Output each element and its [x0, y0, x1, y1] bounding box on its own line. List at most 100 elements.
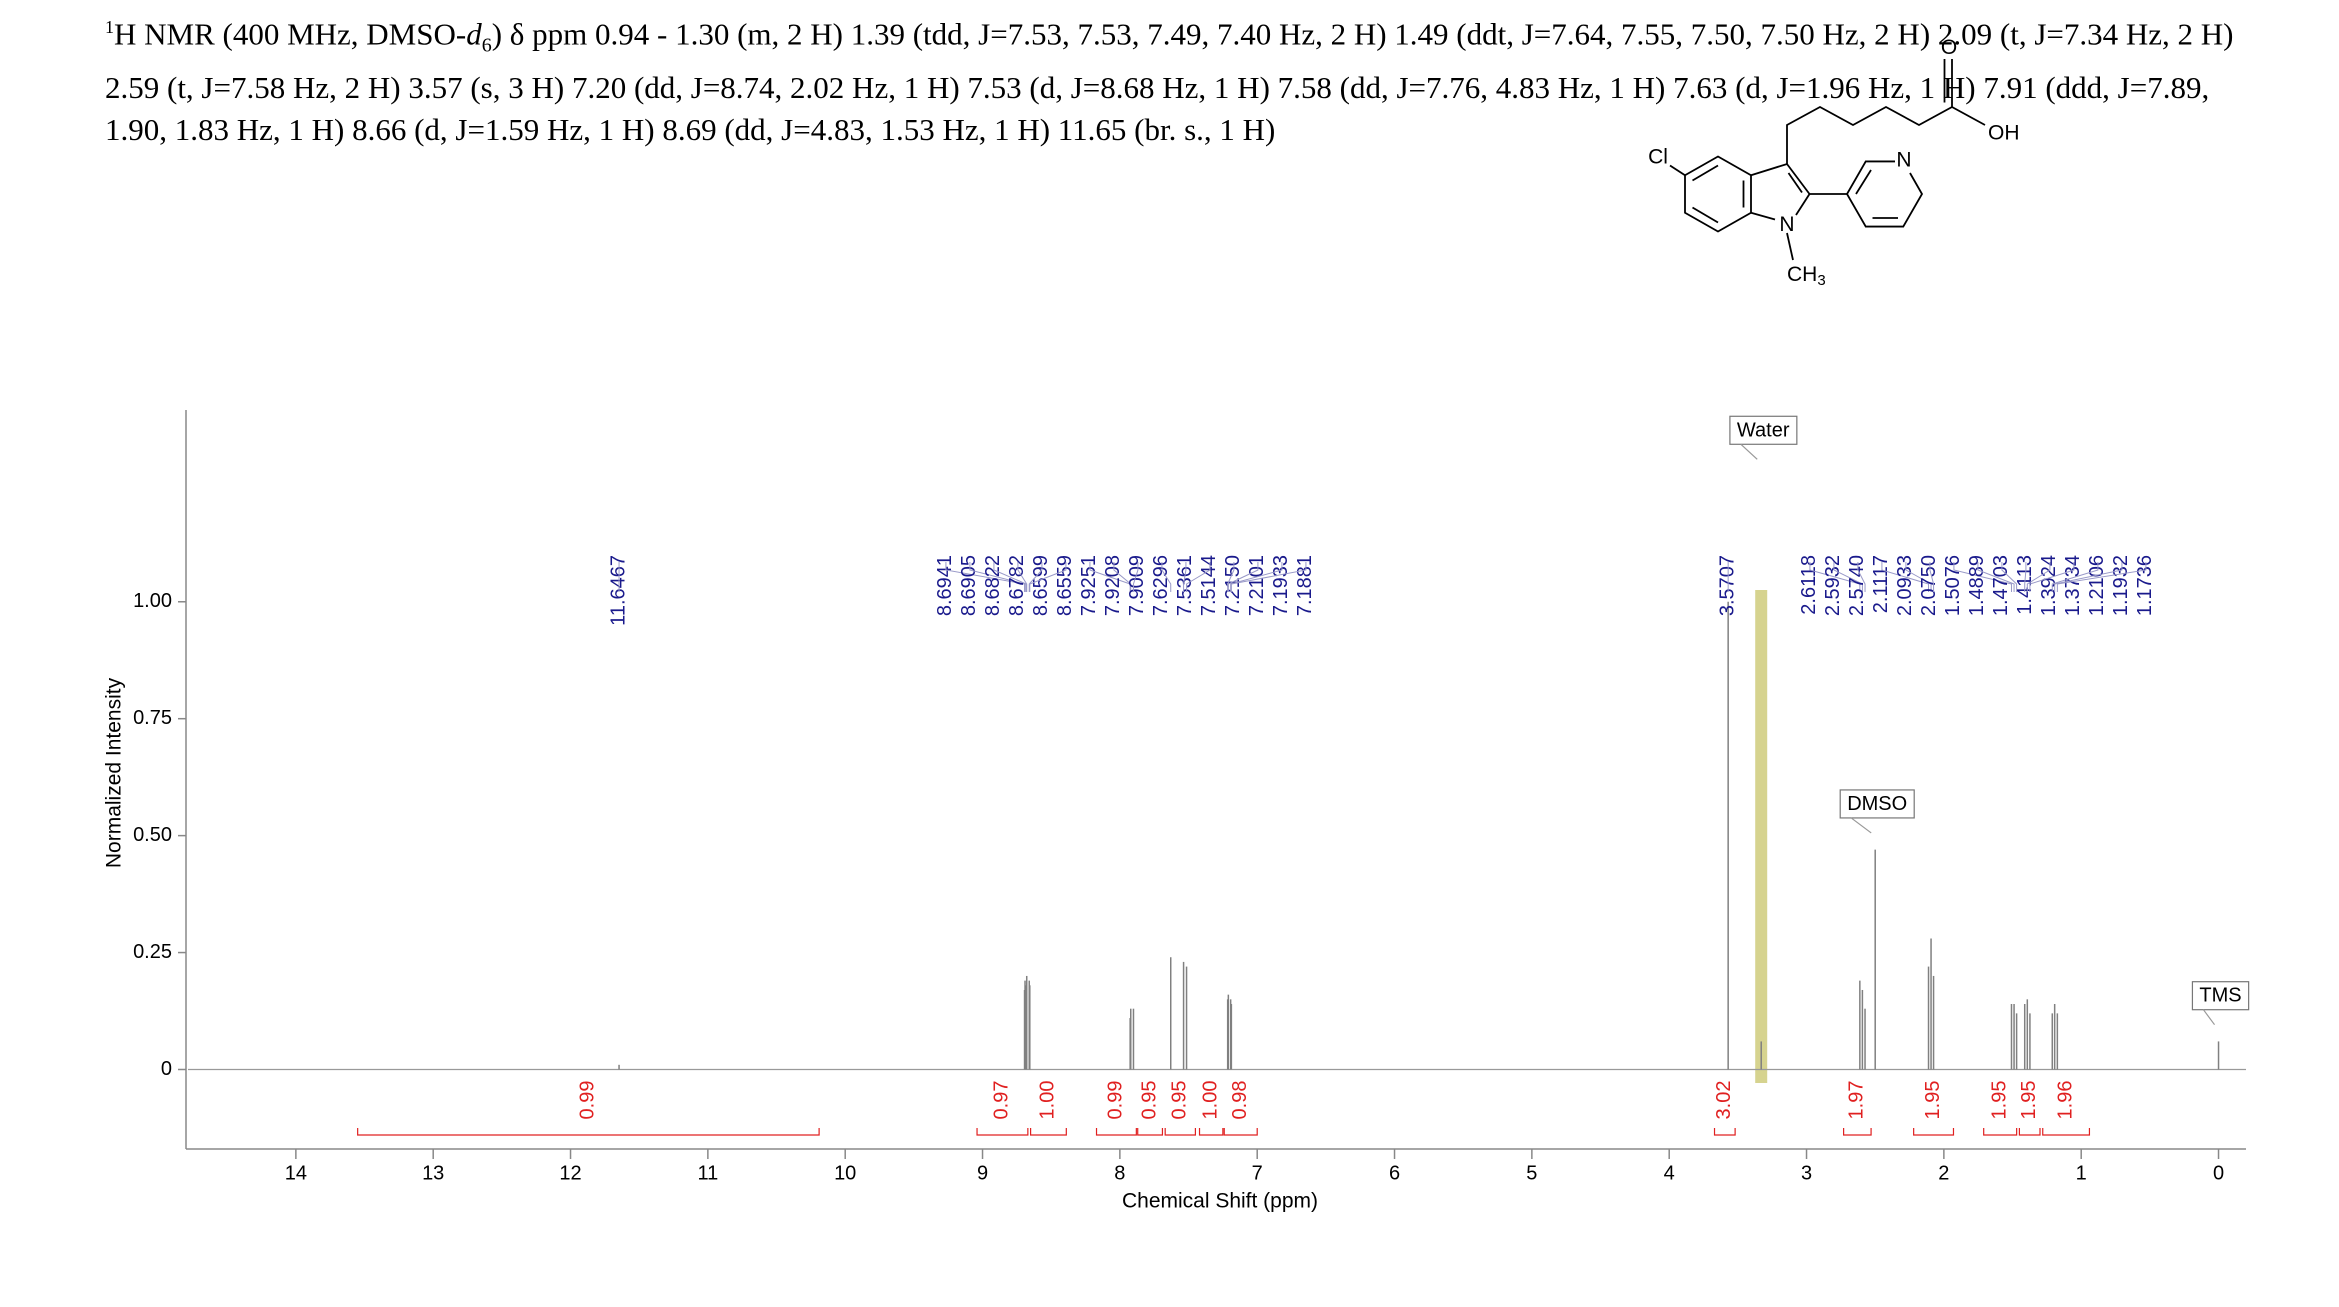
bond: [1669, 164, 1686, 177]
atom-label: O: [1941, 36, 1957, 59]
peak-leader: [1230, 562, 1283, 592]
peak-leader: [2024, 562, 2027, 592]
y-tick-label: 0.25: [133, 941, 172, 963]
x-tick-label: 4: [1664, 1162, 1675, 1184]
atom-label: N: [1896, 149, 1911, 172]
peak-leader: [993, 562, 1027, 592]
peak-leader: [2001, 562, 2018, 592]
annotation-pointer: [2202, 1009, 2216, 1026]
peak-leader: [2026, 562, 2051, 592]
peak-label: 1.4889: [1966, 555, 1988, 616]
structure: Cl N CH3 N O OH: [1648, 36, 2019, 289]
peak-leader: [1227, 562, 1235, 592]
atom-label: 3: [1817, 272, 1825, 289]
peak-label: 7.5361: [1174, 555, 1196, 616]
peak-label: 7.2150: [1222, 555, 1244, 616]
integral-bracket: [1983, 1128, 2018, 1136]
chain: [1786, 105, 1986, 164]
atom-label: Cl: [1648, 146, 1668, 169]
peak-label: 7.1933: [1270, 555, 1292, 616]
peak-label: 7.2101: [1246, 555, 1268, 616]
peak-label: 7.5144: [1198, 555, 1220, 616]
x-tick-label: 8: [1114, 1162, 1125, 1184]
peak-label: 1.5076: [1942, 555, 1964, 616]
peak-leader: [2056, 562, 2147, 592]
integral-bracket: [2042, 1128, 2091, 1136]
integral-label: 1.00: [1037, 1081, 1059, 1120]
integral-bracket: [1137, 1128, 1164, 1136]
peak-leader: [1186, 562, 1211, 592]
y-tick-label: 0.75: [133, 707, 172, 729]
x-tick-label: 11: [697, 1162, 718, 1184]
peak-label: 2.0750: [1918, 555, 1940, 616]
peak-label: 3.5707: [1716, 555, 1738, 616]
bond: [1692, 164, 1719, 182]
peak-leader: [1029, 562, 1067, 592]
integral-label: 0.95: [1169, 1081, 1191, 1120]
peak-leader: [1881, 562, 1930, 592]
x-tick-label: 5: [1526, 1162, 1537, 1184]
peak-label: 1.3924: [2038, 555, 2060, 616]
x-tick-label: 1: [2076, 1162, 2087, 1184]
peak-label: 2.5740: [1846, 555, 1868, 616]
integral-bracket: [1713, 1128, 1736, 1136]
y-axis-title: Normalized Intensity: [103, 677, 126, 868]
peak-leader: [1183, 562, 1187, 592]
header: 1H NMR (400 MHz, DMSO-d6) δ ppm 0.94 - 1…: [105, 6, 2245, 151]
peak-label: 2.0933: [1894, 555, 1916, 616]
peak-label: 7.9251: [1078, 555, 1100, 616]
integral-label: 1.95: [2018, 1081, 2040, 1120]
annotation-pointer: [1740, 443, 1758, 460]
peak-label: 7.9208: [1102, 555, 1124, 616]
integral-label: 0.98: [1229, 1081, 1251, 1120]
integral-bracket: [976, 1128, 1029, 1136]
peak-label: 2.1117: [1870, 555, 1892, 613]
x-tick-label: 14: [285, 1162, 307, 1184]
peak-leader: [1953, 562, 2012, 592]
peak-leader: [1857, 562, 1866, 592]
x-tick-label: 3: [1801, 1162, 1812, 1184]
y-tick-label: 0.50: [133, 824, 172, 846]
peak-leader: [1809, 562, 1861, 592]
x-tick-label: 12: [559, 1162, 581, 1184]
peak-leader: [1028, 562, 1043, 592]
peak-label: 1.4703: [1990, 555, 2012, 616]
x-tick-label: 10: [834, 1162, 856, 1184]
peak-leader: [1929, 562, 1935, 592]
x-tick-label: 7: [1252, 1162, 1263, 1184]
annotation-pointer: [1850, 817, 1872, 834]
x-tick-label: 9: [977, 1162, 988, 1184]
bond: [1787, 172, 1803, 194]
y-tick-label: 0: [161, 1058, 172, 1080]
integral-label: 1.95: [1988, 1081, 2010, 1120]
pyrrole-ring: [1750, 162, 1811, 216]
peak-leader: [1113, 562, 1132, 592]
bond: [1855, 169, 1872, 195]
peak-leader: [1017, 562, 1028, 592]
peak-label: 7.1881: [1294, 555, 1316, 616]
bond: [1692, 206, 1719, 224]
peak-label: 8.6782: [1006, 555, 1028, 616]
peak-label: 8.6941: [934, 555, 956, 616]
peak-leader: [1161, 562, 1172, 592]
peak-label: 8.6905: [958, 555, 980, 616]
peak-leader: [969, 562, 1026, 592]
benzene-ring: [1684, 155, 1752, 233]
peak-leader: [2051, 562, 2099, 592]
header-text: 1: [105, 17, 114, 37]
integral-bracket: [357, 1128, 820, 1136]
peak-leader: [1227, 562, 1259, 592]
atom-label: OH: [1988, 122, 2020, 145]
x-tick-label: 2: [1938, 1162, 1949, 1184]
peak-leader: [1833, 562, 1863, 592]
atom-label: N: [1779, 213, 1794, 236]
integral-bracket: [1029, 1128, 1067, 1136]
x-tick-label: 6: [1389, 1162, 1400, 1184]
peak-label: 2.5932: [1822, 555, 1844, 616]
peak-label: 7.9009: [1126, 555, 1148, 616]
peak-label: 8.6599: [1030, 555, 1052, 616]
peak-leader: [1977, 562, 2015, 592]
integral-label: 3.02: [1713, 1081, 1735, 1120]
solvent-band: [1755, 590, 1768, 1083]
